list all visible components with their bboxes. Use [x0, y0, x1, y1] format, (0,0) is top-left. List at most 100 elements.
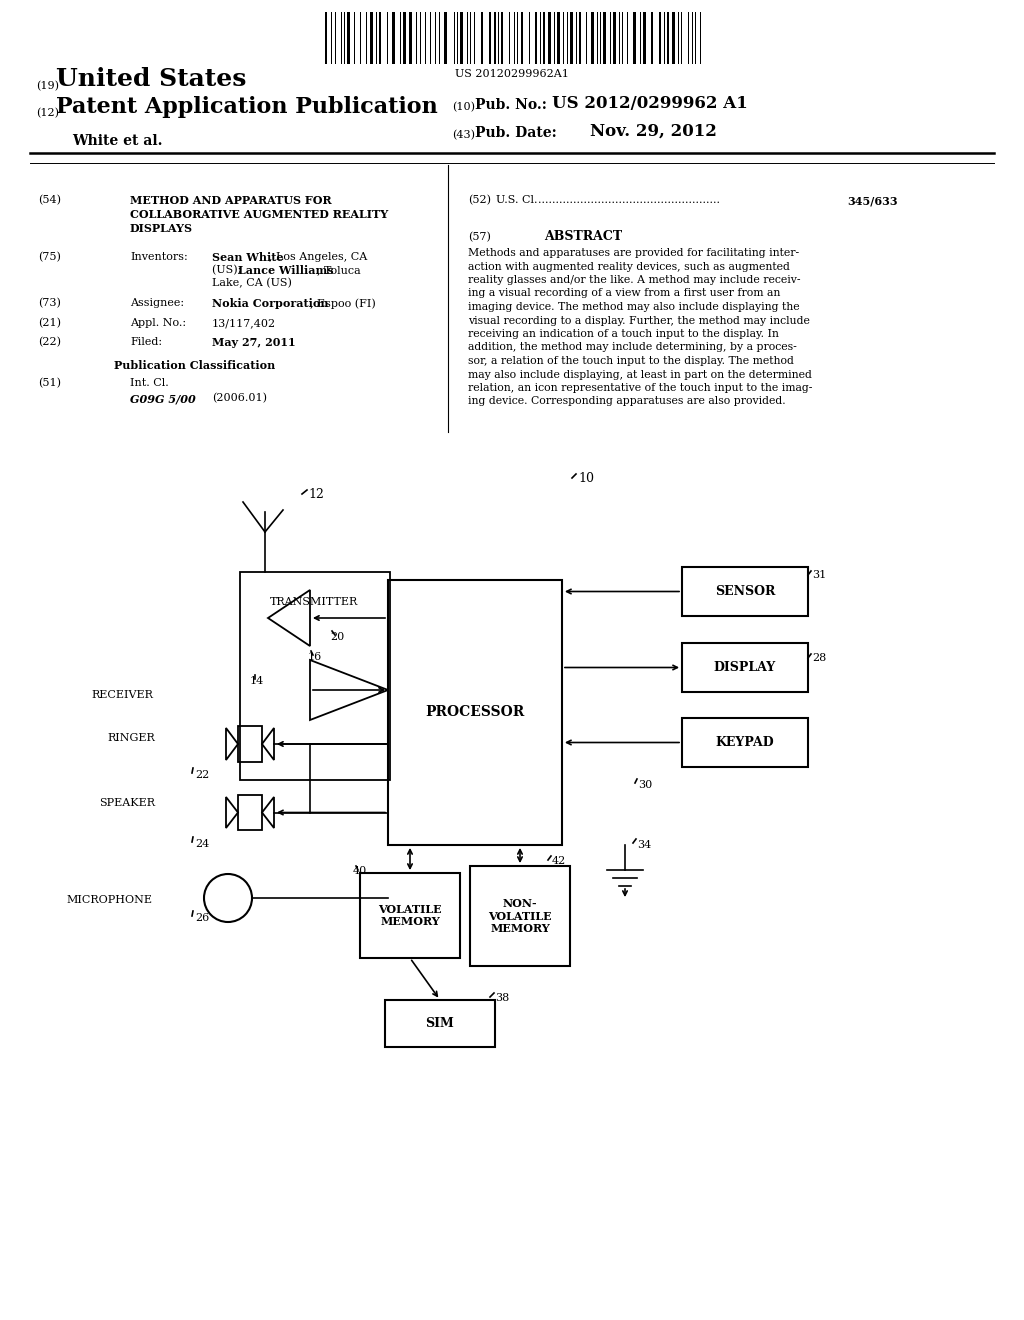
Text: ABSTRACT: ABSTRACT	[544, 230, 622, 243]
Text: Filed:: Filed:	[130, 337, 162, 347]
Text: Assignee:: Assignee:	[130, 298, 184, 308]
Text: 31: 31	[812, 570, 826, 579]
Bar	[502, 12, 504, 63]
Text: Pub. No.:: Pub. No.:	[475, 98, 547, 112]
Text: RECEIVER: RECEIVER	[91, 690, 153, 700]
Bar	[569, 12, 572, 63]
Text: , Los Angeles, CA: , Los Angeles, CA	[269, 252, 368, 261]
Text: PROCESSOR: PROCESSOR	[425, 705, 524, 719]
Text: (12): (12)	[36, 108, 59, 117]
Text: 38: 38	[495, 993, 509, 1003]
Text: (75): (75)	[38, 252, 60, 263]
Text: United States: United States	[56, 67, 247, 91]
Bar	[658, 12, 660, 63]
Bar	[392, 12, 395, 63]
Text: 22: 22	[195, 770, 209, 780]
Text: (57): (57)	[468, 232, 490, 243]
Bar	[520, 12, 522, 63]
Text: visual recording to a display. Further, the method may include: visual recording to a display. Further, …	[468, 315, 810, 326]
Text: Appl. No.:: Appl. No.:	[130, 318, 186, 327]
Bar	[494, 12, 496, 63]
Text: 42: 42	[552, 855, 566, 866]
Text: 20: 20	[330, 632, 344, 642]
Bar	[548, 12, 551, 63]
Text: MICROPHONE: MICROPHONE	[66, 895, 152, 906]
Bar	[580, 12, 582, 63]
Text: may also include displaying, at least in part on the determined: may also include displaying, at least in…	[468, 370, 812, 380]
Text: White et al.: White et al.	[72, 135, 163, 148]
Text: 16: 16	[308, 652, 323, 663]
Bar	[410, 12, 413, 63]
Text: 30: 30	[638, 780, 652, 789]
Text: (19): (19)	[36, 81, 59, 91]
Text: 10: 10	[578, 473, 594, 484]
Bar	[557, 12, 560, 63]
Bar	[682, 643, 808, 692]
Text: 40: 40	[353, 866, 368, 876]
Text: SENSOR: SENSOR	[715, 585, 775, 598]
Text: Inventors:: Inventors:	[130, 252, 187, 261]
Text: (22): (22)	[38, 337, 61, 347]
Text: COLLABORATIVE AUGMENTED REALITY: COLLABORATIVE AUGMENTED REALITY	[130, 209, 388, 220]
Text: Int. Cl.: Int. Cl.	[130, 378, 169, 388]
Bar	[385, 1001, 495, 1047]
Text: Nov. 29, 2012: Nov. 29, 2012	[590, 123, 717, 140]
Text: Publication Classification: Publication Classification	[115, 360, 275, 371]
Text: KEYPAD: KEYPAD	[716, 737, 774, 748]
Text: (51): (51)	[38, 378, 61, 388]
Text: reality glasses and/or the like. A method may include receiv-: reality glasses and/or the like. A metho…	[468, 275, 801, 285]
Bar	[238, 726, 262, 762]
Text: 345/633: 345/633	[848, 195, 898, 206]
Text: US 20120299962A1: US 20120299962A1	[455, 69, 569, 79]
Text: Sean White: Sean White	[212, 252, 284, 263]
Bar	[672, 12, 675, 63]
Bar	[488, 12, 490, 63]
Text: 24: 24	[195, 840, 209, 849]
Text: 12: 12	[308, 488, 324, 502]
Bar	[379, 12, 381, 63]
Bar	[325, 12, 327, 63]
Bar	[388, 579, 562, 845]
Text: imaging device. The method may also include displaying the: imaging device. The method may also incl…	[468, 302, 800, 312]
Bar	[651, 12, 653, 63]
Bar	[370, 12, 373, 63]
Bar	[634, 12, 637, 63]
Text: DISPLAY: DISPLAY	[714, 661, 776, 675]
Text: sor, a relation of the touch input to the display. The method: sor, a relation of the touch input to th…	[468, 356, 794, 366]
Text: SIM: SIM	[426, 1016, 455, 1030]
Text: Methods and apparatuses are provided for facilitating inter-: Methods and apparatuses are provided for…	[468, 248, 799, 257]
Text: Nokia Corporation: Nokia Corporation	[212, 298, 329, 309]
Bar	[682, 718, 808, 767]
Text: (54): (54)	[38, 195, 61, 206]
Bar	[643, 12, 646, 63]
Bar	[481, 12, 482, 63]
Text: G09G 5/00: G09G 5/00	[130, 393, 196, 404]
Text: 14: 14	[250, 676, 264, 686]
Text: NON-
VOLATILE
MEMORY: NON- VOLATILE MEMORY	[488, 898, 552, 935]
Text: (2006.01): (2006.01)	[212, 393, 267, 404]
Text: VOLATILE
MEMORY: VOLATILE MEMORY	[378, 904, 441, 928]
Text: (21): (21)	[38, 318, 61, 329]
Text: Lance Williams: Lance Williams	[238, 265, 334, 276]
Text: (10): (10)	[452, 102, 475, 112]
Text: 13/117,402: 13/117,402	[212, 318, 276, 327]
Text: DISPLAYS: DISPLAYS	[130, 223, 193, 234]
Bar	[543, 12, 545, 63]
Text: TRANSMITTER: TRANSMITTER	[270, 597, 358, 607]
Text: Patent Application Publication: Patent Application Publication	[56, 96, 437, 117]
Text: receiving an indication of a touch input to the display. In: receiving an indication of a touch input…	[468, 329, 779, 339]
Bar	[402, 12, 406, 63]
Text: relation, an icon representative of the touch input to the imag-: relation, an icon representative of the …	[468, 383, 812, 393]
Text: Lake, CA (US): Lake, CA (US)	[212, 279, 292, 288]
Bar	[240, 572, 390, 780]
Bar	[470, 866, 570, 966]
Text: addition, the method may include determining, by a proces-: addition, the method may include determi…	[468, 342, 797, 352]
Text: ing a visual recording of a view from a first user from an: ing a visual recording of a view from a …	[468, 289, 780, 298]
Text: U.S. Cl.: U.S. Cl.	[496, 195, 538, 205]
Text: May 27, 2011: May 27, 2011	[212, 337, 296, 348]
Bar	[535, 12, 537, 63]
Bar	[612, 12, 615, 63]
Bar	[238, 795, 262, 830]
Text: METHOD AND APPARATUS FOR: METHOD AND APPARATUS FOR	[130, 195, 332, 206]
Text: (73): (73)	[38, 298, 60, 309]
